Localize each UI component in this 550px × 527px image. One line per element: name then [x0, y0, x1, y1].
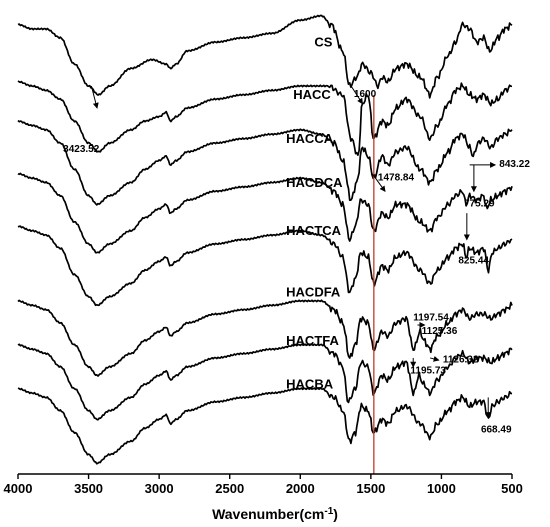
annotation-label-1197-54: 1197.54 [413, 313, 449, 324]
series-label-hacc: HACC [293, 87, 331, 102]
x-axis: 4000 3500 3000 2500 2000 1500 1000 500 [4, 473, 523, 496]
annotation-label-825-44: 825.44 [458, 256, 489, 267]
annotation-label-1195-73: 1195.73 [410, 365, 446, 376]
series-line-cs [17, 14, 513, 99]
x-tick-label-1500: 1500 [356, 481, 385, 496]
x-tick-label-4000: 4000 [4, 481, 33, 496]
x-axis-label: Wavenumber(cm-1) [212, 506, 338, 523]
x-tick-label-3500: 3500 [74, 481, 103, 496]
series-label-hacba: HACBA [286, 377, 334, 392]
series-label-layer: CS HACC HACCA HACDCA HACTCA HACDFA HACTFA HACBA [286, 34, 343, 391]
annotation-label-668-49: 668.49 [481, 425, 512, 436]
annotation-layer: 3423.52 1600 1478.84 843.22 775.29 825.44 1197… [63, 85, 530, 436]
annotation-label-1126-32: 1126.32 [443, 354, 479, 365]
series-line-hactfa [17, 343, 513, 421]
x-tick-label-2500: 2500 [215, 481, 244, 496]
x-tick-label-2000: 2000 [286, 481, 315, 496]
annotation-label-1600: 1600 [354, 89, 377, 100]
x-tick-label-500: 500 [501, 481, 523, 496]
series-label-hactca: HACTCA [286, 223, 341, 238]
annotation-arrow-1600 [350, 85, 363, 105]
series-label-hactfa: HACTFA [286, 333, 339, 348]
series-line-hacdca [17, 172, 513, 254]
series-label-cs: CS [314, 34, 332, 49]
annotation-label-775-29: 775.29 [464, 199, 495, 210]
x-tick-label-3000: 3000 [145, 481, 174, 496]
annotation-label-3423-52: 3423.52 [63, 144, 100, 155]
series-line-hactca [17, 225, 513, 307]
series-layer [17, 14, 513, 465]
series-line-hacba [17, 387, 513, 465]
annotation-arrow-1478-84 [371, 173, 386, 193]
series-label-hacdca: HACDCA [286, 175, 343, 190]
annotation-label-1478-84: 1478.84 [378, 172, 415, 183]
annotation-label-843-22: 843.22 [499, 159, 530, 170]
series-label-hacdfa: HACDFA [286, 285, 341, 300]
series-line-hacc [17, 80, 513, 156]
series-line-hacdfa [17, 299, 513, 377]
annotation-arrow-1126-32 [430, 355, 440, 362]
series-line-hacca [17, 119, 513, 206]
annotation-arrow-3423-52 [90, 85, 99, 109]
annotation-label-1125-36: 1125.36 [422, 326, 458, 337]
x-tick-label-1000: 1000 [427, 481, 456, 496]
series-label-hacca: HACCA [286, 131, 334, 146]
